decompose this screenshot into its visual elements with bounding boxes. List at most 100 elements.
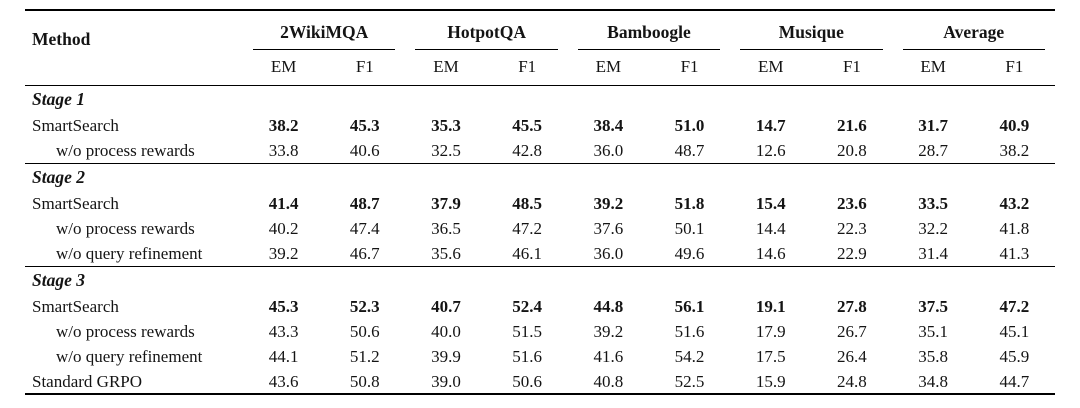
f1-column-header: F1: [1005, 57, 1024, 77]
metric-value-cell: 37.5: [918, 297, 948, 316]
table-row: SmartSearch 38.2 45.3 35.3 45.5 38.4 51.0 14.7 2…: [25, 113, 1055, 138]
metric-value-cell: 50.6: [349, 322, 380, 341]
metric-value-cell: 42.8: [512, 140, 543, 160]
table-row: SmartSearch 45.3 52.3 40.7 52.4 44.8 56.1 19.1 2…: [25, 294, 1055, 319]
section-title-row: Stage 3: [25, 266, 1055, 294]
metric-value-cell: 48.7: [674, 140, 705, 160]
metric-value-cell: 50.8: [349, 371, 380, 391]
em-column-header: EM: [757, 57, 784, 77]
section-title: Stage 3: [32, 269, 85, 290]
metric-value-cell: 12.6: [755, 140, 786, 160]
metric-value-cell: 17.5: [755, 347, 786, 366]
metric-value-cell: 44.1: [268, 347, 299, 366]
metric-value-cell: 33.5: [918, 194, 948, 213]
table-row: w/o process rewards 43.3 50.6 40.0 51.5 39.2 5…: [25, 319, 1055, 344]
f1-column-header: F1: [680, 57, 699, 77]
metric-value-cell: 39.2: [268, 243, 299, 263]
metric-value-cell: 45.3: [349, 116, 380, 135]
metric-value-cell: 21.6: [837, 116, 867, 135]
metric-value-cell: 36.0: [593, 243, 624, 263]
metric-value-cell: 41.4: [268, 194, 299, 213]
method-name-cell: w/o query refinement: [56, 243, 203, 263]
header-group-row: Method 2WikiMQA HotpotQA Bamboogle Musique Av…: [25, 10, 1055, 50]
metric-value-cell: 23.6: [837, 194, 867, 213]
em-column-header: EM: [920, 57, 946, 77]
metric-value-cell: 50.6: [512, 371, 543, 391]
metric-value-cell: 26.4: [837, 347, 867, 366]
method-name-cell: SmartSearch: [32, 116, 119, 135]
header-sub-row: EM F1 EM F1 EM F1 EM F1 EM F1: [25, 50, 1055, 85]
method-name-cell: w/o query refinement: [56, 347, 203, 366]
metric-value-cell: 38.2: [999, 140, 1030, 160]
table-row: w/o process rewards 33.8 40.6 32.5 42.8 36.0 4…: [25, 138, 1055, 163]
metric-value-cell: 47.2: [512, 219, 543, 238]
metric-value-cell: 31.7: [918, 116, 948, 135]
method-column-header: Method: [32, 29, 91, 50]
dataset-group-cell: Musique: [730, 10, 892, 50]
metric-value-cell: 40.2: [268, 219, 299, 238]
metric-value-cell: 40.0: [431, 322, 461, 341]
dataset-group-cell: Average: [893, 10, 1055, 50]
metric-value-cell: 33.8: [268, 140, 299, 160]
table-section: Stage 3 SmartSearch 45.3 52.3 40.7 52.4 44.8 56…: [25, 266, 1055, 394]
metric-value-cell: 46.1: [512, 243, 543, 263]
metric-value-cell: 36.5: [431, 219, 461, 238]
method-name-cell: SmartSearch: [32, 194, 119, 213]
metric-value-cell: 43.6: [268, 371, 299, 391]
metric-value-cell: 37.9: [431, 194, 461, 213]
metric-value-cell: 45.1: [999, 322, 1030, 341]
metric-value-cell: 41.6: [593, 347, 624, 366]
metric-value-cell: 35.6: [431, 243, 461, 263]
metric-value-cell: 37.6: [593, 219, 624, 238]
section-title: Stage 2: [32, 166, 85, 187]
metric-value-cell: 52.5: [674, 371, 705, 391]
method-name-cell: w/o process rewards: [56, 322, 195, 341]
metric-value-cell: 51.8: [674, 194, 705, 213]
metric-value-cell: 56.1: [674, 297, 705, 316]
dataset-group-header: Bamboogle: [577, 22, 721, 50]
metric-value-cell: 48.5: [512, 194, 543, 213]
metric-value-cell: 27.8: [837, 297, 867, 316]
metric-value-cell: 26.7: [837, 322, 867, 341]
metric-value-cell: 40.6: [349, 140, 380, 160]
metric-value-cell: 47.2: [999, 297, 1030, 316]
table-row: SmartSearch 41.4 48.7 37.9 48.5 39.2 51.8 15.4 2…: [25, 191, 1055, 216]
table-row: w/o process rewards 40.2 47.4 36.5 47.2 37.6 5…: [25, 216, 1055, 241]
metric-value-cell: 15.4: [755, 194, 786, 213]
metric-value-cell: 31.4: [918, 243, 948, 263]
metric-value-cell: 38.4: [593, 116, 624, 135]
results-table: Method 2WikiMQA HotpotQA Bamboogle Musique Av…: [25, 9, 1055, 395]
metric-value-cell: 51.2: [349, 347, 380, 366]
metric-value-cell: 14.6: [755, 243, 786, 263]
metric-value-cell: 36.0: [593, 140, 624, 160]
metric-value-cell: 39.2: [593, 322, 624, 341]
method-name-cell: Standard GRPO: [32, 371, 143, 391]
metric-value-cell: 51.6: [674, 322, 705, 341]
table-section: Stage 2 SmartSearch 41.4 48.7 37.9 48.5 39.2 51…: [25, 163, 1055, 266]
metric-value-cell: 52.3: [349, 297, 380, 316]
metric-value-cell: 39.0: [431, 371, 461, 391]
dataset-group-cell: HotpotQA: [405, 10, 567, 50]
metric-value-cell: 34.8: [918, 371, 948, 391]
metric-value-cell: 40.7: [431, 297, 461, 316]
metric-value-cell: 20.8: [837, 140, 867, 160]
metric-value-cell: 35.8: [918, 347, 948, 366]
metric-value-cell: 41.8: [999, 219, 1030, 238]
section-title-row: Stage 2: [25, 163, 1055, 191]
metric-value-cell: 15.9: [755, 371, 786, 391]
metric-value-cell: 52.4: [512, 297, 543, 316]
metric-value-cell: 14.7: [755, 116, 786, 135]
metric-value-cell: 45.9: [999, 347, 1030, 366]
paper-results-table-wrap: Method 2WikiMQA HotpotQA Bamboogle Musique Av…: [25, 9, 1055, 395]
metric-value-cell: 24.8: [837, 371, 867, 391]
dataset-group-cell: 2WikiMQA: [243, 10, 405, 50]
metric-value-cell: 22.9: [837, 243, 867, 263]
metric-value-cell: 45.5: [512, 116, 543, 135]
metric-value-cell: 14.4: [755, 219, 786, 238]
em-column-header: EM: [595, 57, 622, 77]
metric-value-cell: 44.8: [593, 297, 624, 316]
metric-value-cell: 51.0: [674, 116, 705, 135]
metric-value-cell: 22.3: [837, 219, 867, 238]
metric-value-cell: 39.9: [431, 347, 461, 366]
metric-value-cell: 32.2: [918, 219, 948, 238]
